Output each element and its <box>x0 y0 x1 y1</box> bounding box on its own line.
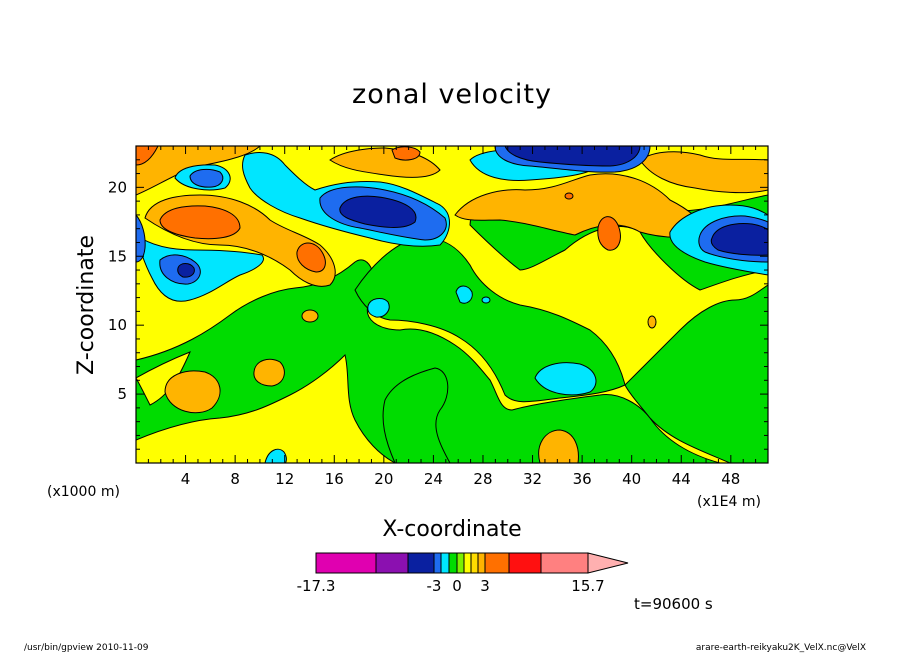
x-tick-label: 20 <box>374 470 393 488</box>
colorbar-segment <box>315 552 377 574</box>
x-tick-label: 28 <box>473 470 492 488</box>
y-tick-label: 15 <box>108 247 127 265</box>
colorbar-segment <box>433 552 442 574</box>
contour-region-navy-right <box>710 223 768 256</box>
colorbar-segment <box>540 552 589 574</box>
x-tick-label: 8 <box>230 470 240 488</box>
y-unit-label: (x1000 m) <box>47 484 120 500</box>
contour-region-navy-top <box>339 195 417 228</box>
colorbar-segment <box>484 552 510 574</box>
colorbar-label: 0 <box>452 577 462 595</box>
colorbar <box>315 552 629 574</box>
plot-frame <box>135 145 769 464</box>
x-axis: 4 8 12 16 20 24 28 32 36 40 44 48 <box>147 146 757 488</box>
colorbar-segment <box>477 552 486 574</box>
footer-left: /usr/bin/gpview 2010-11-09 <box>24 643 149 653</box>
y-axis-title: Z-coordinate <box>74 235 99 375</box>
contour-small-yellow-2 <box>301 309 319 323</box>
colorbar-segment <box>470 552 479 574</box>
contour-region-navy-upper <box>504 146 641 167</box>
x-axis-title: X-coordinate <box>382 517 521 542</box>
y-tick-label: 5 <box>117 385 127 403</box>
x-tick-label: 48 <box>721 470 740 488</box>
contour-region-darkorange-left <box>159 205 241 240</box>
contour-region-cyan-blob-bottom <box>534 362 597 396</box>
colorbar-segment <box>440 552 450 574</box>
contour-region-navy-left <box>177 263 195 278</box>
contour-small-orange <box>564 192 574 200</box>
contour-region-blue-left-edge <box>136 214 146 263</box>
contour-region-darkorange-mid <box>296 242 326 273</box>
y-tick-label: 20 <box>108 178 127 196</box>
contour-region-orange-bottom <box>538 429 579 463</box>
y-tick-label: 10 <box>108 316 127 334</box>
time-label: t=90600 s <box>634 595 713 613</box>
x-tick-label: 16 <box>325 470 344 488</box>
x-tick-label: 12 <box>275 470 294 488</box>
colorbar-extension <box>587 552 629 574</box>
colorbar-segment <box>508 552 542 574</box>
contour-small-yellow-1 <box>647 315 657 329</box>
x-tick-label: 4 <box>181 470 191 488</box>
colorbar-labels: -17.3 -3 0 3 15.7 <box>297 577 605 595</box>
x-tick-label: 24 <box>424 470 443 488</box>
contour-region-yellow-lower <box>136 354 396 463</box>
x-unit-label: (x1E4 m) <box>697 494 761 510</box>
x-tick-label: 40 <box>622 470 641 488</box>
y-axis: 5 10 15 20 <box>108 159 768 450</box>
colorbar-label: 3 <box>480 577 490 595</box>
contour-region-blue-topleft <box>189 168 224 188</box>
x-tick-label: 44 <box>672 470 691 488</box>
colorbar-segment <box>407 552 435 574</box>
colorbar-label: -17.3 <box>297 577 336 595</box>
colorbar-segment <box>448 552 458 574</box>
contour-region-orange-blob-small <box>253 358 285 387</box>
contour-region-cyan-blob-tiny <box>455 285 473 304</box>
x-tick-label: 36 <box>573 470 592 488</box>
contour-small-cyan <box>481 296 491 304</box>
contour-region-green-right <box>624 284 768 463</box>
chart-title: zonal velocity <box>352 79 552 110</box>
contour-region-darkorange-top-right <box>391 146 421 161</box>
colorbar-label: 15.7 <box>571 577 604 595</box>
colorbar-label: -3 <box>427 577 442 595</box>
contour-region-cyan-blob-small <box>367 298 390 318</box>
colorbar-segment <box>456 552 465 574</box>
contour-field <box>136 146 768 463</box>
contour-region-orange-upper-right <box>639 151 768 194</box>
colorbar-segment <box>375 552 409 574</box>
contour-region-darkorange-right <box>597 216 621 251</box>
contour-region-green-bottom <box>382 367 451 463</box>
colorbar-segment <box>463 552 472 574</box>
contour-region-orange-blob-left <box>164 370 221 414</box>
x-tick-label: 32 <box>523 470 542 488</box>
footer-right: arare-earth-reikyaku2K_VelX.nc@VelX <box>696 643 866 653</box>
